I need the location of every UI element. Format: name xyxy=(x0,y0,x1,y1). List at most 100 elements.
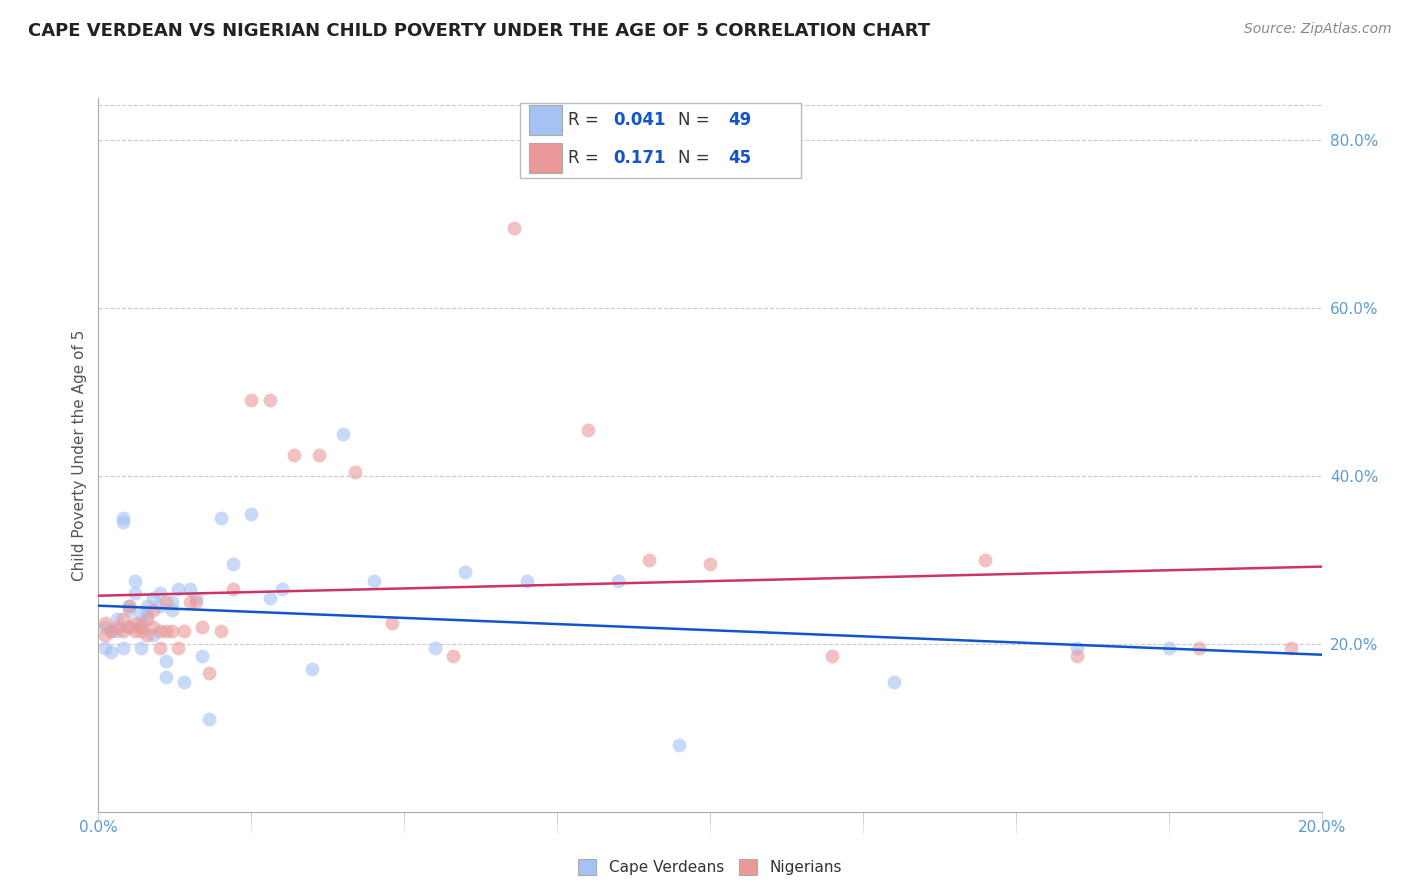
Point xyxy=(129,615,152,630)
Point xyxy=(129,607,152,622)
Point xyxy=(111,624,134,639)
Point xyxy=(240,507,263,521)
Point xyxy=(1157,640,1180,655)
Point xyxy=(155,624,177,639)
Point xyxy=(118,620,141,634)
Point xyxy=(105,624,128,639)
Point xyxy=(149,640,172,655)
Legend: Cape Verdeans, Nigerians: Cape Verdeans, Nigerians xyxy=(571,851,849,882)
Point xyxy=(93,640,115,655)
Point xyxy=(118,620,141,634)
Point xyxy=(118,603,141,617)
Point xyxy=(129,640,152,655)
Point xyxy=(191,649,214,664)
Point xyxy=(1188,640,1211,655)
Text: 45: 45 xyxy=(728,149,751,167)
Point xyxy=(93,620,115,634)
Point xyxy=(454,566,477,580)
FancyBboxPatch shape xyxy=(520,103,801,178)
Point xyxy=(344,465,367,479)
Point xyxy=(209,511,232,525)
Point xyxy=(149,624,172,639)
Point xyxy=(179,595,201,609)
Text: CAPE VERDEAN VS NIGERIAN CHILD POVERTY UNDER THE AGE OF 5 CORRELATION CHART: CAPE VERDEAN VS NIGERIAN CHILD POVERTY U… xyxy=(28,22,931,40)
Point xyxy=(149,586,172,600)
Point xyxy=(100,624,122,639)
Point xyxy=(155,595,177,609)
Point xyxy=(270,582,292,597)
Point xyxy=(699,557,721,571)
Text: R =: R = xyxy=(568,149,609,167)
Point xyxy=(118,599,141,613)
Point xyxy=(283,448,305,462)
Point xyxy=(93,628,115,642)
Point xyxy=(240,393,263,408)
Point xyxy=(222,582,245,597)
Point xyxy=(155,654,177,668)
Point xyxy=(124,624,146,639)
Point xyxy=(111,515,134,529)
Point xyxy=(160,603,183,617)
Point xyxy=(974,553,997,567)
Point xyxy=(160,624,183,639)
Point xyxy=(883,674,905,689)
Point xyxy=(105,620,128,634)
Point xyxy=(308,448,330,462)
Point xyxy=(259,393,281,408)
Point xyxy=(136,612,159,626)
Point xyxy=(111,612,134,626)
Point xyxy=(607,574,630,588)
Point xyxy=(197,712,219,726)
Point xyxy=(179,582,201,597)
Point xyxy=(423,640,446,655)
Text: N =: N = xyxy=(678,149,714,167)
Point xyxy=(100,624,122,639)
Point xyxy=(197,666,219,681)
Point xyxy=(259,591,281,605)
Point xyxy=(821,649,844,664)
Point xyxy=(186,591,208,605)
Text: 0.041: 0.041 xyxy=(613,111,665,129)
Point xyxy=(149,599,172,613)
FancyBboxPatch shape xyxy=(529,143,562,173)
Point xyxy=(129,624,152,639)
Point xyxy=(136,599,159,613)
Text: 0.171: 0.171 xyxy=(613,149,665,167)
Point xyxy=(363,574,385,588)
Point xyxy=(105,612,128,626)
Point xyxy=(124,586,146,600)
Point xyxy=(167,640,190,655)
Point xyxy=(124,615,146,630)
Point xyxy=(142,591,165,605)
Point xyxy=(503,221,526,235)
Y-axis label: Child Poverty Under the Age of 5: Child Poverty Under the Age of 5 xyxy=(72,329,87,581)
Point xyxy=(1066,649,1088,664)
Text: N =: N = xyxy=(678,111,714,129)
Point xyxy=(93,615,115,630)
Point xyxy=(142,603,165,617)
Point xyxy=(441,649,464,664)
Point xyxy=(129,620,152,634)
Point xyxy=(173,624,195,639)
Point xyxy=(381,615,404,630)
Point xyxy=(191,620,214,634)
Point xyxy=(668,738,690,752)
Point xyxy=(332,426,354,441)
Text: 49: 49 xyxy=(728,111,752,129)
Point xyxy=(100,645,122,659)
Point xyxy=(1066,640,1088,655)
FancyBboxPatch shape xyxy=(529,105,562,136)
Point xyxy=(160,595,183,609)
Point xyxy=(167,582,190,597)
Point xyxy=(516,574,538,588)
Point xyxy=(118,599,141,613)
Point xyxy=(209,624,232,639)
Point xyxy=(142,620,165,634)
Point xyxy=(136,607,159,622)
Point xyxy=(173,674,195,689)
Point xyxy=(124,574,146,588)
Point xyxy=(136,628,159,642)
Text: R =: R = xyxy=(568,111,605,129)
Point xyxy=(186,595,208,609)
Point xyxy=(111,511,134,525)
